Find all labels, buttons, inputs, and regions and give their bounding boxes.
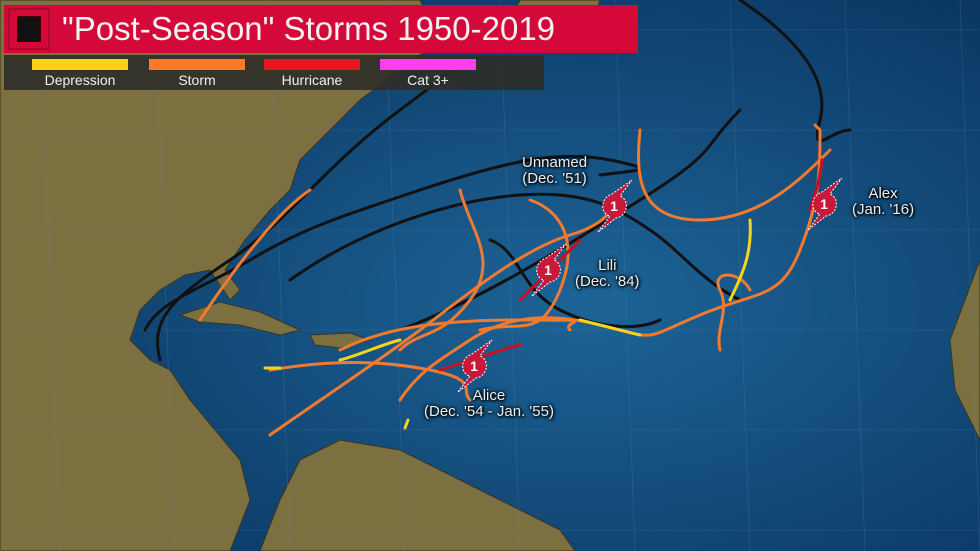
- longitude-line: [384, 0, 406, 551]
- map-title: "Post-Season" Storms 1950-2019: [62, 10, 556, 47]
- storm-label-lili: Lili (Dec. '84): [575, 257, 640, 290]
- storm-track-depression: [728, 218, 752, 302]
- storm-track-storm: [268, 361, 472, 402]
- legend-swatch: [32, 59, 128, 70]
- category-number: 1: [820, 196, 828, 212]
- storm-track-storm: [268, 188, 622, 437]
- storm-track-storm: [198, 188, 312, 322]
- legend-hurricane: Hurricane: [264, 59, 360, 88]
- category-number: 1: [610, 198, 618, 214]
- storm-track-extratropical: [143, 154, 641, 332]
- hurricane-category-icon: 1: [807, 177, 843, 231]
- africa: [949, 259, 980, 441]
- storm-label-unnamed: Unnamed (Dec. '51): [522, 154, 588, 187]
- storm-track-storm: [398, 188, 485, 352]
- hurricane-category-icon: 1: [457, 339, 493, 393]
- storm-track-storm: [637, 128, 832, 222]
- category-number: 1: [544, 262, 552, 278]
- hurricane-category-icon: 1: [597, 179, 633, 233]
- storm-track-storm: [338, 318, 577, 352]
- storm-label-alex: Alex (Jan. '16): [852, 185, 915, 218]
- longitude-line: [269, 0, 291, 551]
- legend-swatch: [264, 59, 360, 70]
- longitude-line: [844, 0, 866, 551]
- storm-track-storm: [716, 273, 752, 352]
- legend-swatch: [149, 59, 245, 70]
- storm-track-depression: [263, 318, 642, 430]
- weather-channel-logo: [8, 8, 50, 50]
- storm-track-storm: [398, 123, 822, 402]
- legend-storm: Storm: [149, 59, 245, 88]
- storm-track-extratropical: [288, 192, 742, 302]
- hurricane-category-icon: 1: [531, 243, 567, 297]
- cuba: [178, 301, 302, 336]
- legend-depression: Depression: [32, 59, 128, 88]
- legend-cat3: Cat 3+: [380, 59, 476, 88]
- legend: Depression Storm Hurricane Cat 3+: [4, 55, 544, 90]
- title-bar: "Post-Season" Storms 1950-2019: [4, 5, 638, 53]
- longitude-line: [154, 0, 176, 551]
- storm-label-alice: Alice (Dec. '54 - Jan. '55): [424, 387, 554, 420]
- south-america: [259, 439, 576, 551]
- category-number: 1: [470, 358, 478, 374]
- longitude-line: [39, 0, 61, 551]
- storm-track-storm: [478, 198, 570, 332]
- longitude-line: [499, 0, 521, 551]
- longitude-line: [614, 0, 636, 551]
- storm-track-extratropical: [488, 238, 662, 328]
- legend-swatch: [380, 59, 476, 70]
- longitude-line: [959, 0, 980, 551]
